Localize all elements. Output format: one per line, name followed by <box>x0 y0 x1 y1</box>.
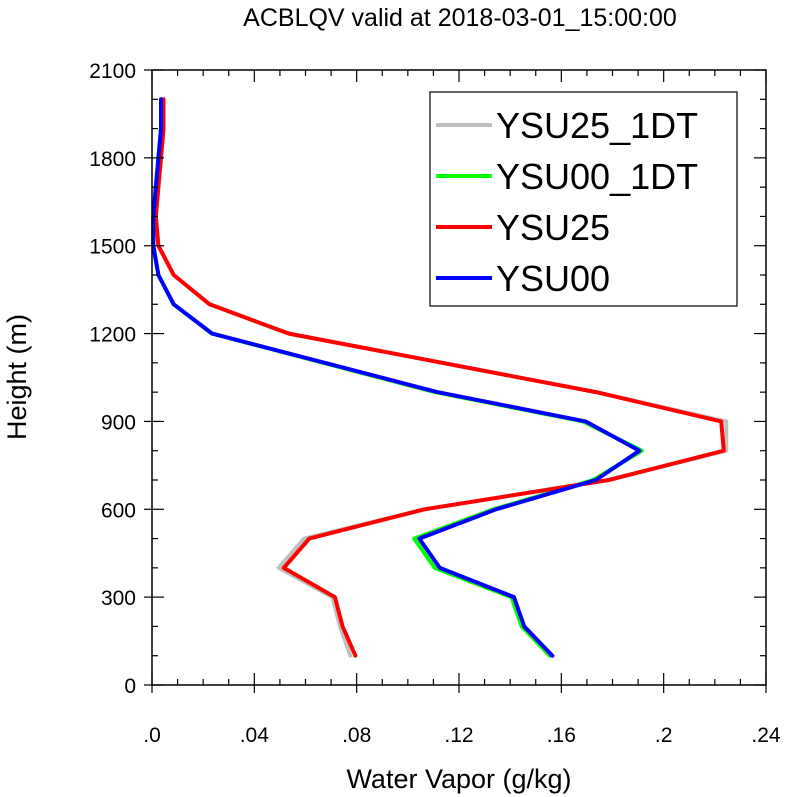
x-tick-label: .16 <box>547 724 576 747</box>
legend-label-3: YSU00 <box>496 258 610 299</box>
y-tick-label: 600 <box>101 499 136 522</box>
y-tick-label: 2100 <box>89 60 136 83</box>
legend: YSU25_1DT YSU00_1DT YSU25 YSU00 <box>429 91 738 307</box>
legend-label-0: YSU25_1DT <box>496 105 698 146</box>
y-tick-label: 900 <box>101 411 136 434</box>
y-axis-label: Height (m) <box>2 314 32 440</box>
y-tick-label: 1800 <box>89 148 136 171</box>
legend-label-2: YSU25 <box>496 207 610 248</box>
series-line-2 <box>153 97 726 658</box>
x-tick-label: .08 <box>342 724 371 747</box>
x-tick-label: .12 <box>444 724 473 747</box>
legend-label-1: YSU00_1DT <box>496 156 698 197</box>
legend-box <box>429 91 738 307</box>
x-tick-label: .2 <box>655 724 673 747</box>
x-axis-label: Water Vapor (g/kg) <box>346 764 571 794</box>
x-tick-label: .24 <box>751 724 781 747</box>
y-tick-label: 1200 <box>89 324 136 347</box>
y-tick-label: 300 <box>101 587 136 610</box>
y-tick-label: 0 <box>124 675 136 698</box>
tick-layer: .0 .04 .08 .12 .16 .2 .24 0 300 600 900 1200 1500 180… <box>89 60 781 747</box>
chart-title: ACBLQV valid at 2018-03-01_15:00:00 <box>243 4 677 32</box>
y-tick-label: 1500 <box>89 236 136 259</box>
x-tick-label: .0 <box>143 724 161 747</box>
x-tick-label: .04 <box>240 724 270 747</box>
